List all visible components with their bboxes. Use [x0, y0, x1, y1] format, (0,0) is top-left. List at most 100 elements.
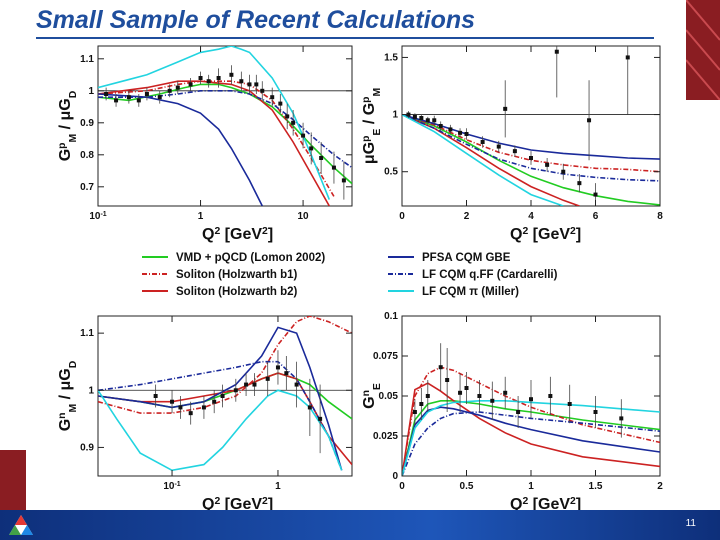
data-point: [278, 101, 283, 106]
chart-panel-top-right: 0 2 4 6 8 0.5 1 1.5 Q2 [GeV2] μGpE / GpM: [361, 45, 663, 243]
x-tick-label: 6: [593, 211, 599, 222]
data-point: [157, 95, 162, 100]
y-tick-label: 1: [88, 86, 94, 97]
y-axis-label: GpM / μGD: [57, 90, 79, 161]
data-point: [188, 411, 193, 416]
data-point: [341, 178, 346, 183]
x-tick-label: 2: [464, 211, 470, 222]
left-accent-band: [0, 450, 26, 510]
x-tick-label: 10-1: [89, 211, 106, 223]
x-tick-label: 0: [399, 481, 405, 492]
data-point: [301, 133, 306, 138]
y-tick-label: 0.025: [373, 431, 398, 442]
data-point: [625, 55, 630, 60]
data-point: [244, 382, 249, 387]
x-axis-label: Q2 [GeV2]: [202, 496, 273, 511]
data-point: [593, 192, 598, 197]
y-tick-label: 0.8: [80, 150, 94, 161]
data-point: [229, 72, 234, 77]
data-point: [270, 95, 275, 100]
data-point: [503, 390, 508, 395]
legend-label: LF CQM π (Miller): [422, 286, 519, 298]
series-line-2: [98, 80, 330, 206]
x-tick-label: 1: [528, 481, 534, 492]
data-point: [503, 106, 508, 111]
data-point: [406, 112, 411, 117]
data-point: [126, 95, 131, 100]
y-tick-label: 0.9: [80, 118, 94, 129]
data-point: [480, 140, 485, 144]
plot-area: [402, 343, 660, 476]
y-tick-label: 0.9: [80, 442, 94, 453]
y-axis-label: μGpE / GpM: [361, 88, 383, 164]
y-tick-label: 1.1: [80, 54, 94, 65]
series-line-3: [402, 113, 660, 160]
data-point: [188, 82, 193, 87]
corner-ribbon-graphic: [686, 0, 720, 100]
data-point: [212, 399, 217, 404]
data-point: [412, 114, 417, 119]
y-axis-label: GnM / μGD: [57, 360, 79, 431]
data-point: [464, 386, 469, 390]
y-tick-label: 1.5: [384, 52, 398, 63]
series-line-2: [402, 113, 580, 206]
data-point: [554, 49, 559, 54]
series-line-4: [98, 360, 343, 471]
data-point: [252, 382, 257, 387]
data-point: [419, 116, 424, 120]
data-point: [577, 181, 582, 186]
series-line-3: [98, 93, 264, 206]
series-line-3: [98, 326, 343, 471]
series-line-2: [402, 382, 660, 476]
data-point: [529, 397, 533, 402]
series-line-0: [402, 113, 660, 206]
data-point: [175, 85, 180, 90]
data-point: [265, 376, 270, 381]
data-point: [477, 394, 482, 398]
x-tick-label: 10-1: [163, 481, 180, 493]
data-point: [275, 365, 280, 370]
legend-label: PFSA CQM GBE: [422, 252, 511, 264]
data-point: [319, 156, 324, 160]
data-point: [464, 132, 469, 136]
y-axis-label: GnE: [361, 383, 383, 409]
series-line-1: [402, 366, 660, 476]
legend: VMD + pQCD (Lomon 2002) Soliton (Holzwart…: [142, 252, 558, 298]
chart-panel-bottom-left: 10-1 1 0.9 1 1.1 Q2 [GeV2] GnM / μGD: [57, 315, 353, 511]
data-point: [412, 410, 417, 414]
plot-frame: [97, 45, 353, 207]
corner-ribbon: [686, 0, 720, 100]
plot-frame: [401, 45, 661, 207]
series-line-5: [98, 46, 331, 200]
y-tick-label: 1: [392, 110, 398, 121]
data-point: [593, 410, 598, 414]
data-point: [438, 365, 443, 370]
data-point: [432, 118, 437, 123]
plot-frame: [97, 315, 353, 477]
x-axis-label: Q2 [GeV2]: [202, 226, 273, 244]
x-axis-label: Q2 [GeV2]: [510, 496, 581, 511]
x-tick-label: 1.5: [589, 481, 603, 492]
data-point: [309, 146, 314, 151]
data-point: [167, 88, 172, 93]
y-tick-label: 0: [392, 471, 398, 482]
y-tick-label: 0.1: [384, 311, 398, 322]
data-point: [331, 165, 336, 170]
x-tick-label: 2: [657, 481, 663, 492]
y-tick-label: 0.05: [379, 391, 399, 402]
jefferson-lab-triangle-icon: [9, 515, 33, 535]
y-tick-label: 0.7: [80, 182, 94, 193]
data-point: [448, 127, 453, 132]
legend-label: Soliton (Holzwarth b2): [176, 286, 298, 298]
data-point: [153, 394, 158, 398]
x-tick-label: 0: [399, 211, 405, 222]
data-point: [291, 120, 296, 125]
data-point: [458, 130, 463, 135]
data-point: [425, 394, 430, 398]
y-tick-label: 0.075: [373, 351, 398, 362]
data-point: [285, 114, 290, 119]
x-tick-label: 4: [528, 211, 534, 222]
y-tick-label: 1: [88, 385, 94, 396]
figure-canvas: 10-1 1 1 0 0.7 0.8 0.9 1 1.1 Q2 [GeV2] GpM / μGD 0 2…: [57, 45, 663, 511]
legend-label: LF CQM q.FF (Cardarelli): [422, 269, 558, 281]
